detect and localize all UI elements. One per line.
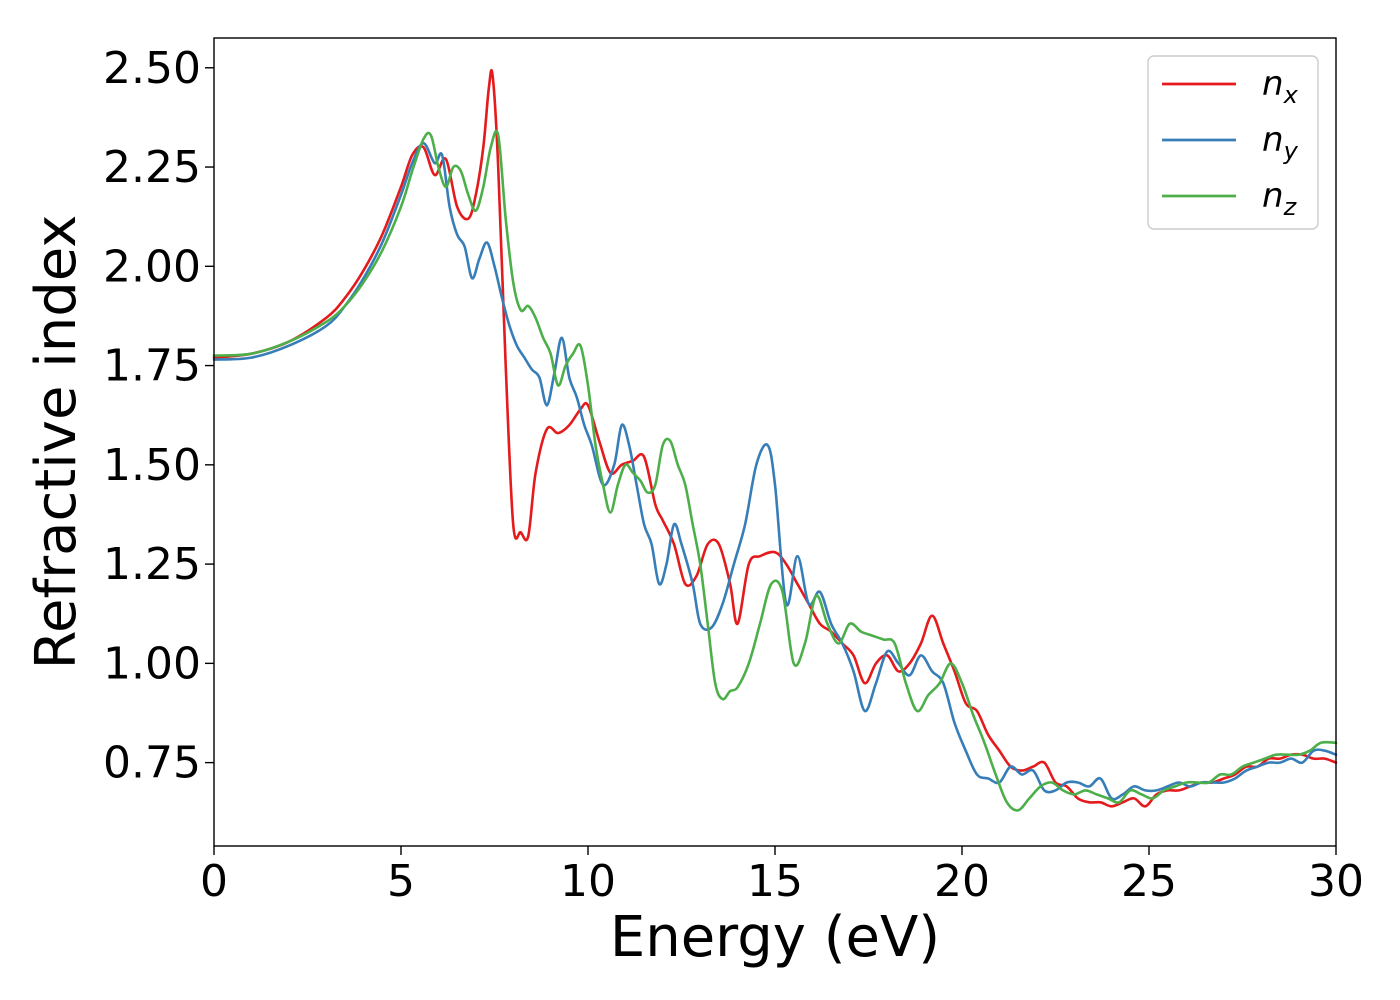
- legend-label-base: n: [1262, 120, 1284, 160]
- legend-label-base: n: [1262, 176, 1284, 216]
- x-tick-label: 15: [747, 856, 803, 907]
- x-tick-label: 0: [200, 856, 228, 907]
- series-layer: [212, 69, 1338, 812]
- y-tick-label: 2.00: [103, 241, 201, 292]
- series-line-nx: [212, 69, 1338, 808]
- legend-frame: [1147, 55, 1319, 230]
- legend-label-ny: ny: [1262, 120, 1299, 165]
- series-line-nz: [212, 129, 1338, 812]
- legend-label-nz: nz: [1262, 176, 1298, 221]
- legend-label-subscript: y: [1283, 137, 1299, 165]
- y-tick-label: 1.50: [103, 440, 201, 491]
- y-axis-ticks: 0.75 1.00 1.25 1.50 1.75 2.00 2.25 2.50: [103, 43, 214, 789]
- legend-label-base: n: [1262, 64, 1284, 104]
- x-tick-label: 25: [1121, 856, 1177, 907]
- y-tick-label: 0.75: [103, 738, 201, 789]
- x-tick-label: 20: [934, 856, 990, 907]
- y-tick-label: 1.75: [103, 341, 201, 392]
- y-axis-label: Refractive index: [24, 215, 89, 670]
- x-tick-label: 5: [387, 856, 415, 907]
- x-axis-label: Energy (eV): [610, 905, 940, 970]
- legend-label-subscript: z: [1283, 193, 1298, 221]
- x-tick-label: 30: [1308, 856, 1364, 907]
- x-axis-ticks: 0 5 10 15 20 25 30: [200, 846, 1364, 907]
- series-line-ny: [212, 141, 1338, 801]
- y-tick-label: 1.00: [103, 638, 201, 689]
- legend-label-subscript: x: [1283, 81, 1299, 109]
- x-tick-label: 10: [560, 856, 616, 907]
- legend-label-nx: nx: [1262, 64, 1299, 109]
- y-tick-label: 1.25: [103, 539, 201, 590]
- y-tick-label: 2.25: [103, 142, 201, 193]
- y-tick-label: 2.50: [103, 43, 201, 94]
